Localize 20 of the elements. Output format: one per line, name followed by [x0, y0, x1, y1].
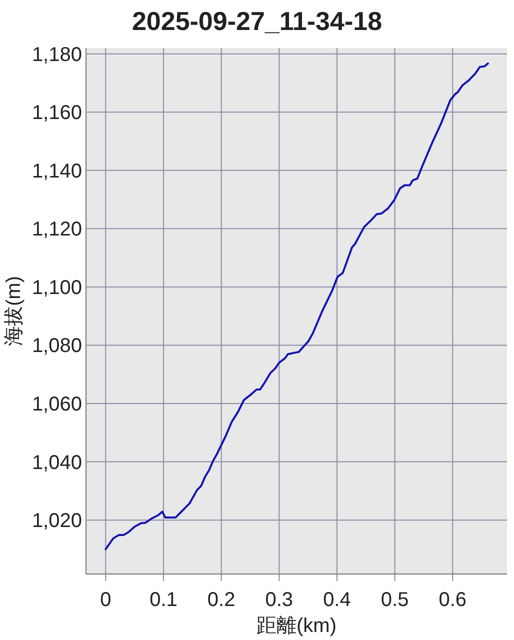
- x-tick-label: 0.5: [380, 589, 409, 611]
- y-tick-label: 1,100: [32, 276, 82, 299]
- x-tick-label: 0.3: [265, 589, 294, 611]
- x-tick-label: 0.2: [207, 589, 236, 611]
- y-tick-label: 1,060: [32, 394, 82, 416]
- y-tick-label: 1,160: [32, 102, 82, 124]
- x-axis-title: 距離(km): [256, 615, 336, 637]
- y-tick-label: 1,120: [32, 218, 82, 241]
- x-tick-label: 0.4: [323, 589, 351, 611]
- x-tick-label: 0: [100, 589, 112, 611]
- x-tick-label: 0.6: [438, 589, 467, 611]
- y-tick-label: 1,020: [32, 510, 82, 532]
- y-axis-title: 海拔(m): [3, 276, 25, 346]
- y-tick-label: 1,040: [32, 452, 82, 474]
- y-tick-label: 1,140: [32, 160, 82, 182]
- chart-title: 2025-09-27_11-34-18: [132, 6, 382, 36]
- y-tick-label: 1,080: [32, 335, 82, 358]
- x-tick-label: 0.1: [150, 589, 178, 611]
- line-series: [104, 62, 489, 550]
- y-tick-label: 1,180: [32, 44, 82, 66]
